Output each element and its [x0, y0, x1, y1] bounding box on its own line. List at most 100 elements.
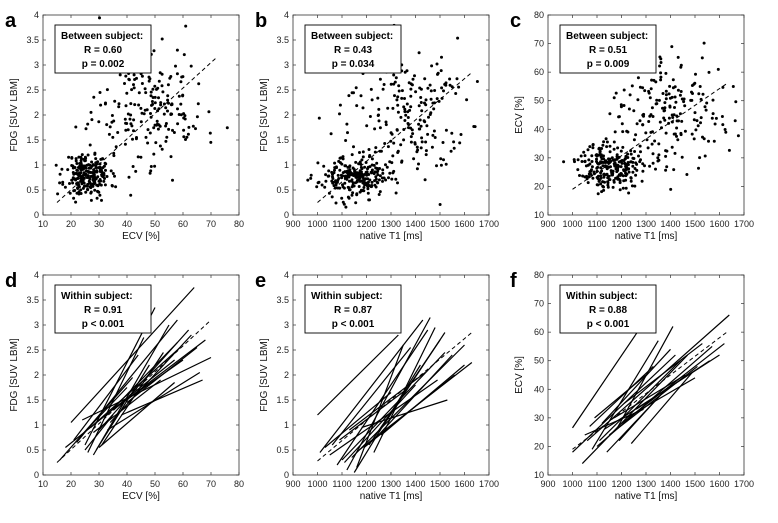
scatter-point	[366, 183, 370, 187]
scatter-point	[181, 93, 185, 97]
y-tick-label: 4	[34, 270, 39, 280]
scatter-point	[604, 137, 608, 141]
scatter-point	[611, 173, 614, 177]
scatter-point	[131, 165, 135, 168]
scatter-point	[413, 142, 417, 146]
scatter-point	[680, 155, 684, 159]
scatter-point	[641, 162, 645, 166]
scatter-point	[703, 105, 707, 109]
scatter-point	[102, 179, 106, 183]
data-layer	[306, 23, 479, 209]
scatter-point	[196, 102, 200, 106]
scatter-point	[105, 88, 109, 92]
y-tick-label: 0.5	[276, 445, 289, 455]
scatter-point	[63, 185, 67, 189]
scatter-point	[124, 128, 128, 132]
scatter-point	[333, 168, 336, 172]
scatter-point	[629, 152, 633, 156]
scatter-point	[664, 168, 668, 172]
scatter-point	[77, 185, 81, 189]
scatter-point	[664, 97, 668, 101]
scatter-point	[338, 161, 342, 165]
subject-line	[373, 327, 436, 453]
scatter-point	[602, 154, 605, 158]
scatter-point	[186, 132, 190, 136]
scatter-point	[98, 170, 102, 173]
scatter-point	[376, 114, 380, 117]
scatter-point	[596, 174, 600, 178]
scatter-point	[132, 73, 136, 77]
scatter-point	[176, 122, 180, 126]
scatter-point	[362, 177, 365, 181]
subject-line	[630, 371, 694, 444]
scatter-point	[350, 153, 354, 157]
scatter-point	[611, 169, 615, 173]
scatter-point	[605, 140, 609, 144]
scatter-point	[388, 171, 392, 175]
y-tick-label: 1	[34, 420, 39, 430]
scatter-point	[576, 168, 580, 172]
data-layer	[317, 317, 473, 473]
scatter-point	[698, 85, 702, 88]
scatter-point	[592, 172, 596, 176]
y-tick-label: 30	[534, 413, 544, 423]
scatter-point	[602, 140, 606, 144]
scatter-point	[149, 94, 153, 98]
y-tick-label: 1	[34, 160, 39, 170]
scatter-point	[324, 179, 328, 183]
scatter-point	[632, 109, 636, 113]
scatter-point	[685, 173, 689, 176]
scatter-point	[578, 174, 581, 177]
scatter-point	[333, 166, 337, 170]
scatter-point	[429, 111, 433, 115]
scatter-point	[437, 99, 441, 103]
panel-letter: c	[510, 10, 521, 32]
scatter-point	[153, 107, 157, 110]
scatter-point	[149, 165, 153, 168]
x-tick-label: 1400	[660, 479, 680, 489]
scatter-point	[417, 127, 421, 131]
scatter-point	[370, 98, 374, 102]
scatter-point	[659, 75, 663, 79]
scatter-point	[123, 117, 127, 121]
scatter-point	[375, 161, 379, 165]
y-tick-label: 0.5	[26, 445, 39, 455]
scatter-point	[638, 144, 642, 148]
y-tick-label: 40	[534, 384, 544, 394]
scatter-point	[602, 185, 605, 189]
scatter-point	[629, 176, 633, 180]
scatter-point	[657, 142, 661, 146]
y-tick-label: 0	[34, 210, 39, 220]
scatter-point	[184, 138, 187, 141]
panel-letter: e	[255, 270, 266, 292]
y-tick-label: 30	[534, 153, 544, 163]
scatter-point	[648, 114, 652, 118]
scatter-point	[614, 91, 618, 95]
scatter-point	[699, 116, 703, 120]
scatter-point	[435, 62, 439, 66]
scatter-point	[89, 191, 93, 195]
scatter-point	[165, 135, 169, 139]
scatter-point	[149, 169, 153, 173]
scatter-point	[724, 130, 728, 134]
scatter-point	[432, 107, 436, 111]
scatter-point	[157, 79, 161, 83]
scatter-point	[98, 16, 101, 20]
scatter-point	[606, 175, 610, 179]
scatter-point	[358, 151, 361, 154]
scatter-point	[338, 112, 341, 116]
x-tick-label: 1200	[356, 479, 376, 489]
x-tick-label: 1200	[356, 219, 376, 229]
scatter-point	[418, 118, 422, 122]
scatter-point	[444, 162, 448, 166]
scatter-point	[419, 87, 423, 91]
scatter-point	[60, 167, 64, 171]
scatter-point	[606, 181, 610, 185]
scatter-point	[110, 114, 114, 117]
subject-line	[98, 382, 175, 448]
scatter-point	[132, 129, 135, 133]
y-tick-label: 40	[534, 124, 544, 134]
scatter-point	[616, 175, 620, 179]
scatter-point	[627, 167, 630, 171]
panel-e: 900 1000 1100 1200 1300 1400 1500 1600 1700 0 0.5 1…	[255, 270, 499, 502]
